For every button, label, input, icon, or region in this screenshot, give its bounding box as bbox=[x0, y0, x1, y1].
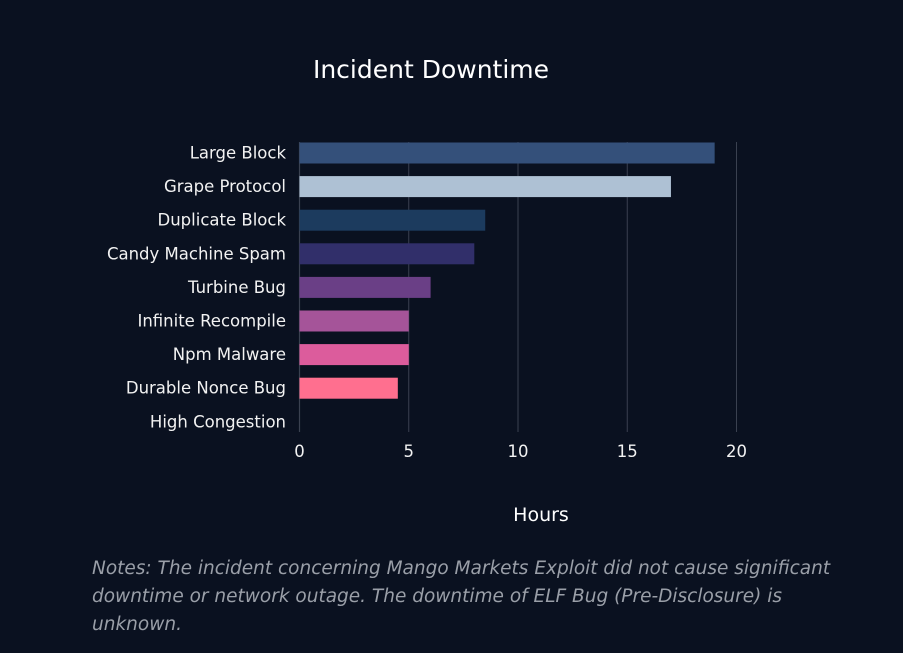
x-axis-label: Hours bbox=[513, 504, 569, 526]
bar-candy-machine-spam bbox=[299, 243, 475, 265]
category-labels: Large Block Grape Protocol Duplicate Block… bbox=[107, 144, 286, 432]
category-label-durable-nonce-bug: Durable Nonce Bug bbox=[126, 379, 286, 398]
bar-infinite-recompile bbox=[299, 310, 409, 332]
bar-grape-protocol bbox=[299, 176, 671, 198]
x-tick-label-10: 10 bbox=[508, 442, 529, 461]
category-label-duplicate-block: Duplicate Block bbox=[158, 211, 287, 230]
bar-npm-malware bbox=[299, 344, 409, 366]
bar-durable-nonce-bug bbox=[299, 377, 398, 399]
category-label-high-congestion: High Congestion bbox=[150, 412, 286, 431]
chart-title: Incident Downtime bbox=[313, 55, 549, 84]
chart-notes: Notes: The incident concerning Mango Mar… bbox=[92, 558, 831, 635]
x-tick-labels: 0 5 10 15 20 bbox=[294, 442, 747, 461]
x-tick-label-20: 20 bbox=[726, 442, 747, 461]
x-tick-label-0: 0 bbox=[294, 442, 305, 461]
category-label-large-block: Large Block bbox=[190, 144, 287, 163]
bar-large-block bbox=[299, 142, 715, 164]
category-label-npm-malware: Npm Malware bbox=[173, 345, 286, 364]
x-tick-label-5: 5 bbox=[404, 442, 415, 461]
category-label-candy-machine-spam: Candy Machine Spam bbox=[107, 244, 286, 263]
category-label-turbine-bug: Turbine Bug bbox=[187, 278, 286, 297]
bar-turbine-bug bbox=[299, 276, 431, 298]
category-label-infinite-recompile: Infinite Recompile bbox=[137, 312, 286, 331]
bar-duplicate-block bbox=[299, 209, 486, 231]
bar-chart: Incident Downtime Large Block Grape Proto… bbox=[107, 55, 747, 526]
category-label-grape-protocol: Grape Protocol bbox=[164, 177, 286, 196]
bars bbox=[299, 142, 715, 399]
x-tick-label-15: 15 bbox=[617, 442, 638, 461]
